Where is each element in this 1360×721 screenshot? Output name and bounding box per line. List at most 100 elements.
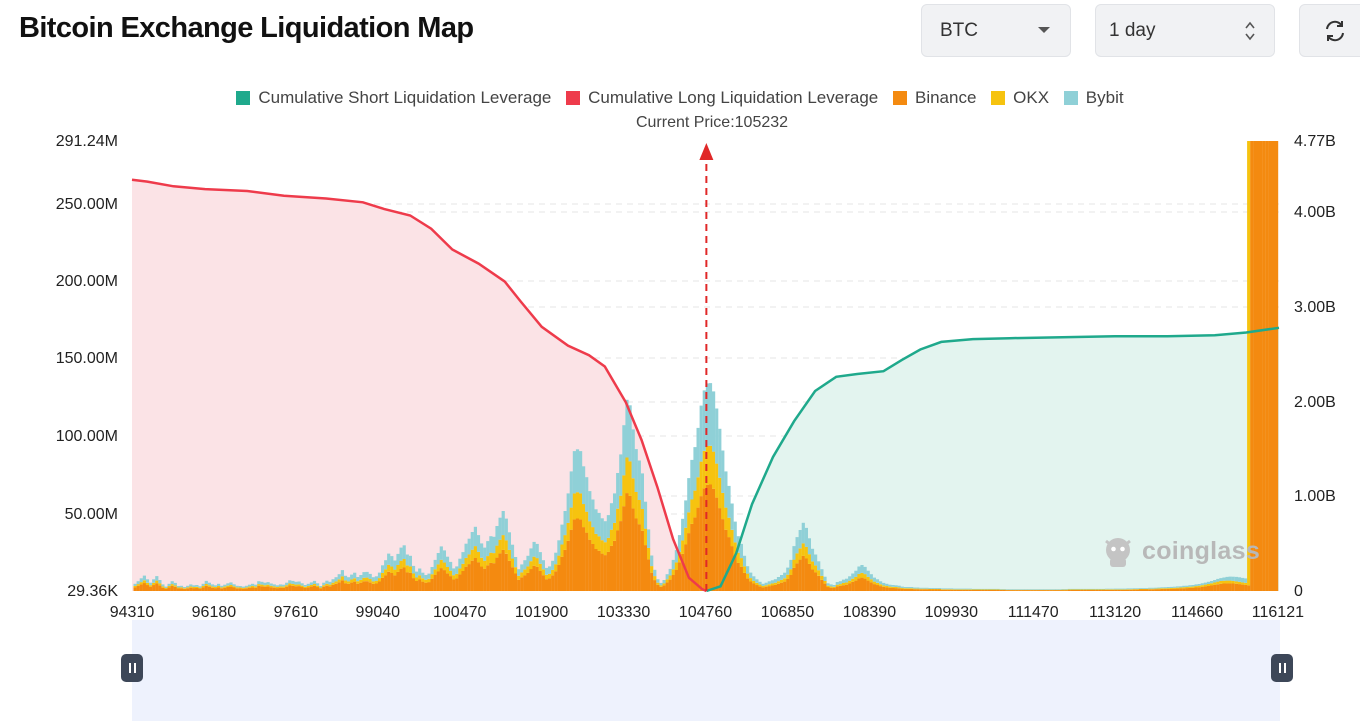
refresh-button[interactable] [1299, 4, 1360, 57]
bar-okx [937, 588, 941, 590]
bar-binance [1154, 589, 1158, 591]
bar-okx [325, 583, 329, 586]
bar-bybit [142, 575, 146, 581]
bar-bybit [953, 588, 957, 590]
legend-item-binance[interactable]: Binance [892, 88, 977, 108]
bar-binance [956, 589, 960, 591]
bar-okx [1151, 588, 1155, 590]
timeframe-select[interactable]: 1 day [1095, 4, 1275, 57]
zoom-range-slider[interactable] [132, 620, 1280, 721]
bar-bybit [257, 581, 261, 585]
bar-bybit [1111, 588, 1115, 590]
bar-okx [544, 574, 549, 580]
bar-okx [906, 588, 911, 590]
bar-bybit [594, 509, 598, 534]
bar-bybit [730, 503, 734, 530]
bar-binance [603, 555, 607, 591]
bar-bybit [882, 582, 886, 586]
bar-binance [201, 587, 205, 591]
bar-bybit [928, 588, 932, 589]
x-tick-label: 94310 [110, 604, 155, 621]
bar-okx [309, 585, 313, 587]
coin-select[interactable]: BTC [921, 4, 1071, 57]
coin-select-value: BTC [940, 19, 978, 41]
legend-item-short[interactable]: Cumulative Short Liquidation Leverage [236, 88, 551, 108]
bar-okx [699, 461, 703, 497]
bar-bybit [702, 390, 706, 451]
bar-binance [974, 590, 979, 591]
bar-okx [913, 588, 917, 590]
bar-bybit [699, 405, 703, 462]
bar-bybit [677, 535, 682, 552]
bar-binance [1219, 583, 1223, 591]
legend-label-binance: Binance [914, 88, 977, 107]
bar-binance [866, 580, 870, 591]
bar-binance [402, 567, 406, 591]
legend-item-long[interactable]: Cumulative Long Liquidation Leverage [566, 88, 878, 108]
bar-okx [189, 586, 193, 588]
legend-label-short: Cumulative Short Liquidation Leverage [258, 88, 552, 107]
bar-bybit [541, 560, 545, 570]
bar-okx [1213, 582, 1217, 585]
bar-binance [173, 586, 177, 591]
bar-bybit [705, 383, 709, 446]
bar-okx [192, 587, 196, 589]
bar-binance [820, 579, 824, 591]
bar-okx [368, 579, 372, 583]
legend-item-okx[interactable]: OKX [991, 88, 1049, 108]
bar-bybit [1061, 589, 1065, 590]
bar-binance [544, 579, 549, 591]
bar-bybit [900, 586, 904, 588]
bar-okx [690, 499, 694, 524]
bar-bybit [340, 570, 344, 577]
y-right-tick-label: 2.00B [1294, 394, 1336, 411]
bar-okx [340, 576, 344, 581]
bar-binance [297, 586, 301, 591]
bar-okx [381, 573, 385, 578]
bar-binance [903, 589, 907, 591]
bar-bybit [690, 459, 694, 500]
bar-binance [1002, 590, 1006, 591]
bar-binance [241, 588, 245, 591]
refresh-icon [1326, 20, 1344, 41]
bar-bybit [591, 499, 595, 528]
bar-okx [275, 587, 279, 589]
bar-okx [987, 589, 991, 590]
bar-binance [207, 586, 211, 591]
y-left-tick-label: 50.00M [65, 506, 118, 523]
bar-okx [1197, 585, 1201, 588]
bar-okx [705, 446, 709, 485]
bar-bybit [606, 515, 610, 538]
bar-binance [715, 497, 719, 591]
bar-binance [390, 573, 394, 591]
bar-okx [356, 581, 360, 584]
zoom-left-handle[interactable] [121, 654, 143, 682]
bar-binance [1256, 141, 1260, 591]
bar-bybit [1213, 580, 1217, 583]
x-tick-label: 106850 [761, 604, 814, 621]
bar-okx [894, 587, 898, 589]
bar-binance [845, 584, 849, 591]
bar-okx [139, 582, 143, 585]
bar-bybit [879, 581, 883, 585]
bar-bybit [659, 582, 663, 586]
bar-okx [213, 587, 218, 589]
legend-swatch-long [566, 91, 581, 105]
bar-bybit [551, 560, 555, 570]
bar-binance [718, 508, 722, 591]
bar-okx [312, 584, 317, 586]
bar-okx [498, 539, 502, 554]
bar-binance [158, 585, 162, 591]
bar-bybit [371, 577, 375, 582]
y-right-tick-label: 3.00B [1294, 299, 1336, 316]
bar-okx [594, 533, 598, 549]
bar-bybit [940, 588, 945, 590]
legend-item-bybit[interactable]: Bybit [1063, 88, 1124, 108]
zoom-right-handle[interactable] [1271, 654, 1293, 682]
bar-binance [1015, 590, 1019, 591]
long-leverage-line [131, 178, 707, 593]
bar-bybit [1104, 588, 1109, 590]
bar-binance [681, 553, 685, 591]
bar-bybit [1015, 589, 1019, 590]
bar-okx [916, 588, 920, 590]
